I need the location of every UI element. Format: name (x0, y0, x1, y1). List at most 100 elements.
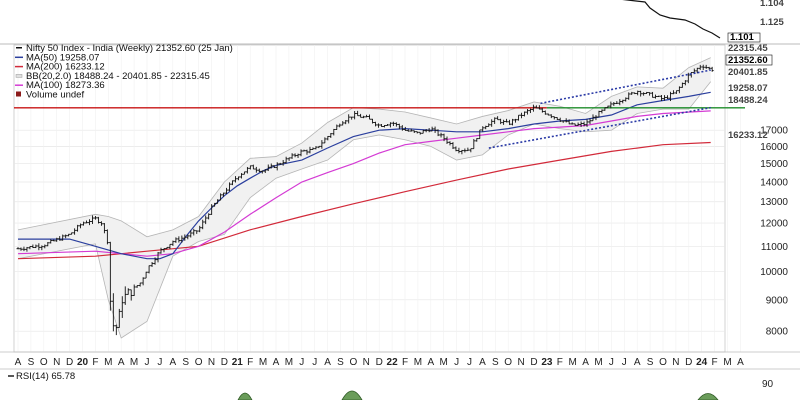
x-tick-label: S (647, 357, 654, 368)
value-tag: 18488.24 (728, 95, 768, 106)
legend-label: Volume undef (26, 90, 84, 101)
legend-swatch-bb (15, 74, 23, 78)
y-tick-label: 12000 (760, 219, 788, 230)
legend-label: MA(200) 16233.12 (26, 62, 105, 73)
bollinger-band-fill (18, 57, 711, 338)
bollinger-upper-line (17, 57, 711, 238)
y-tick-label: 14000 (760, 177, 788, 188)
x-tick-label: O (504, 357, 512, 368)
x-tick-label: N (517, 357, 524, 368)
x-tick-label: 22 (387, 357, 399, 368)
value-tag: 1.125 (760, 17, 784, 28)
tag-box-ratio-top (752, 0, 792, 8)
x-tick-label: A (169, 357, 176, 368)
x-tick-label: O (40, 357, 48, 368)
legend-swatch-volume (16, 91, 21, 97)
rsi-panel: RSI(14) 65.78 90 (8, 371, 774, 400)
x-tick-label: J (454, 357, 459, 368)
x-axis: A S O N D 20 F M A M J J A S O N D 21 F M A M J J A S O N D 22 F M A M J J A… (0, 351, 800, 370)
x-tick-label: J (467, 357, 472, 368)
x-tick-label: 24 (696, 357, 708, 368)
value-tag: 22315.45 (728, 43, 768, 54)
x-tick-label: J (145, 357, 150, 368)
x-tick-label: J (312, 357, 317, 368)
x-tick-label: J (157, 357, 162, 368)
rsi-overbought-area (697, 393, 719, 400)
x-tick-label: 21 (232, 357, 244, 368)
x-tick-label: A (634, 357, 641, 368)
legend-label: MA(100) 18273.36 (26, 80, 105, 91)
y-tick-label: 15000 (760, 159, 788, 170)
rsi-overbought-area (237, 392, 253, 400)
x-tick-label: J (622, 357, 627, 368)
x-tick-label: M (285, 357, 293, 368)
x-tick-label: S (182, 357, 189, 368)
legend-label: BB(20,2.0) 18488.24 - 20401.85 - 22315.4… (26, 71, 210, 82)
x-tick-label: 23 (541, 357, 553, 368)
trend-line-1 (488, 106, 711, 149)
value-tag: 16233.12 (728, 130, 768, 141)
x-tick-label: D (530, 357, 537, 368)
x-tick-label: O (350, 357, 358, 368)
tag-box-ratio-current (727, 32, 761, 43)
x-tick-label: A (273, 357, 280, 368)
y-tick-label: 11000 (761, 242, 789, 253)
x-tick-label: S (28, 357, 35, 368)
legend-label: Nifty 50 Index - India (Weekly) 21352.60… (26, 43, 233, 54)
bollinger-lower-line (17, 81, 712, 339)
ma200-line (17, 141, 711, 260)
x-tick-label: F (402, 357, 408, 368)
top-ratio-panel (0, 0, 800, 45)
ma50-line (18, 91, 711, 260)
y-tick-label: 13000 (760, 197, 788, 208)
value-tag: 21352.60 (728, 55, 768, 66)
price-panel: 8000 9000 10000 11000 12000 13000 14000 15000 16… (13, 44, 789, 353)
x-tick-label: A (479, 357, 486, 368)
legend-swatch-price (16, 47, 22, 49)
legend-label: MA(50) 19258.07 (26, 52, 99, 63)
x-tick-label: A (15, 357, 22, 368)
x-tick-label: F (247, 357, 253, 368)
x-tick-label: J (609, 357, 614, 368)
y-tick-label: 16000 (760, 142, 788, 153)
x-tick-label: O (659, 357, 667, 368)
x-tick-label: M (104, 357, 112, 368)
x-tick-label: D (685, 357, 692, 368)
x-tick-label: M (594, 357, 602, 368)
x-tick-label: N (672, 357, 679, 368)
x-tick-label: F (557, 357, 563, 368)
value-tag: 1.104 (760, 0, 784, 9)
x-tick-label: O (195, 357, 203, 368)
value-tag-box-price (725, 54, 773, 66)
y-tick-label: 9000 (766, 295, 789, 306)
x-tick-label: 20 (77, 357, 89, 368)
x-tick-label: M (130, 357, 138, 368)
y-tick-label: 17000 (760, 126, 788, 137)
x-tick-label: A (582, 357, 589, 368)
x-tick-label: N (363, 357, 370, 368)
ratio-line (622, 0, 721, 39)
x-tick-label: A (118, 357, 125, 368)
x-tick-label: N (208, 357, 215, 368)
rsi-overbought-area (341, 390, 363, 400)
value-tag: 19258.07 (728, 83, 768, 94)
x-tick-label: M (569, 357, 577, 368)
x-tick-label: A (324, 357, 331, 368)
x-tick-label: M (440, 357, 448, 368)
x-tick-label: S (337, 357, 344, 368)
ma100-line (17, 110, 711, 257)
x-tick-label: M (259, 357, 267, 368)
rsi-label: RSI(14) 65.78 (16, 371, 75, 382)
trend-line-2 (540, 69, 711, 105)
value-tag: 20401.85 (728, 67, 768, 78)
x-tick-label: D (221, 357, 228, 368)
y-tick-label: 10000 (760, 267, 788, 278)
x-tick-label: M (723, 357, 731, 368)
x-tick-label: A (427, 357, 434, 368)
value-tag: 1.101 (730, 32, 754, 43)
rsi-tick-90: 90 (762, 379, 774, 390)
x-tick-label: D (66, 357, 73, 368)
x-tick-label: A (737, 357, 744, 368)
